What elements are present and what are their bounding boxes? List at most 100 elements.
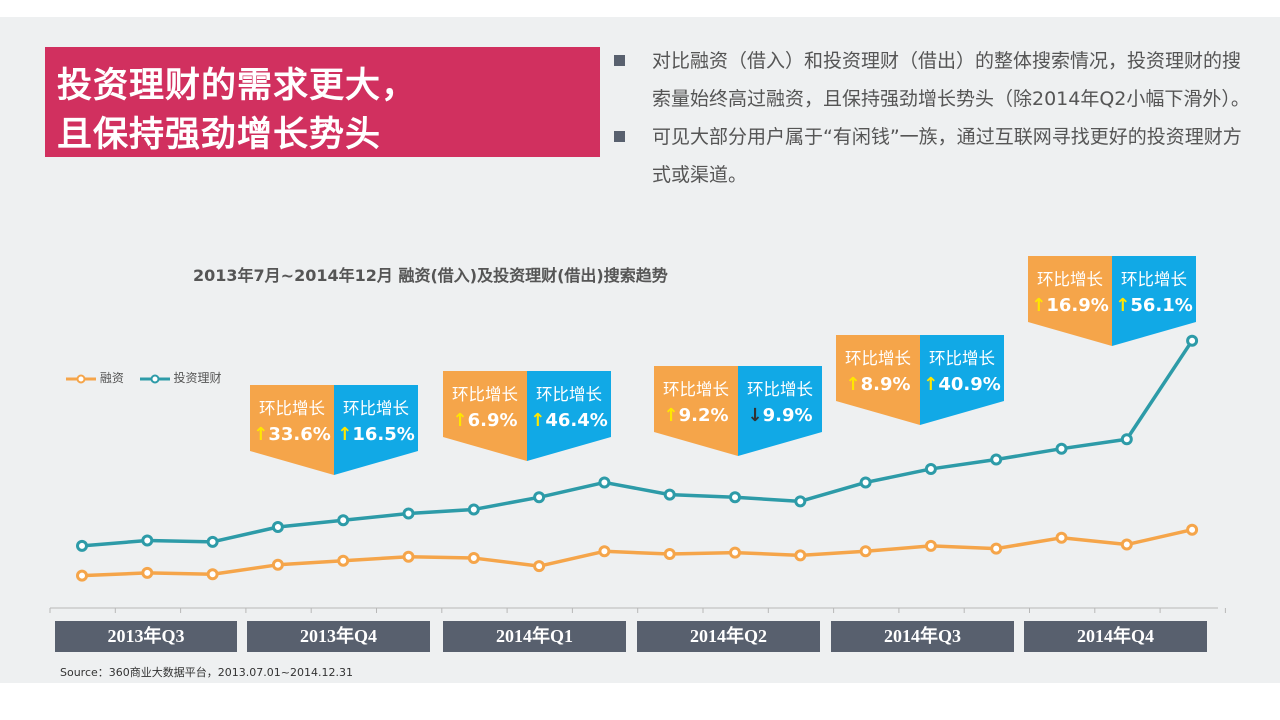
chart-title: 2013年7月~2014年12月 融资(借入)及投资理财(借出)搜索趋势 <box>193 266 668 285</box>
data-point <box>990 453 1003 466</box>
source-note: Source：360商业大数据平台，2013.07.01~2014.12.31 <box>60 666 353 679</box>
callout-percent: 40.9% <box>938 374 1001 395</box>
data-point <box>271 558 284 571</box>
data-point <box>1120 433 1133 446</box>
data-point <box>467 552 480 565</box>
data-point <box>1186 523 1199 536</box>
bullet-item: 对比融资（借入）和投资理财（借出）的整体搜索情况，投资理财的搜索量始终高过融资，… <box>614 42 1254 118</box>
callout-rongzi: 环比增长 ↑33.6% <box>250 385 334 475</box>
series-line-1 <box>81 339 1194 548</box>
data-point <box>141 534 154 547</box>
data-point <box>924 462 937 475</box>
quarter-label: 2014年Q1 <box>443 621 626 652</box>
callout-value: ↑8.9% <box>836 374 920 395</box>
callout-label: 环比增长 <box>1121 270 1187 289</box>
data-point <box>794 495 807 508</box>
series-line-0 <box>81 527 1193 578</box>
data-point <box>271 521 284 533</box>
callout-percent: 6.9% <box>467 410 518 431</box>
data-point <box>794 549 807 562</box>
data-point <box>1055 442 1068 455</box>
data-point <box>402 507 415 520</box>
arrow-up-icon: ↑ <box>663 405 679 426</box>
arrow-up-icon: ↑ <box>452 410 468 431</box>
arrow-up-icon: ↑ <box>1031 295 1047 316</box>
arrow-up-icon: ↑ <box>845 374 861 395</box>
quarter-label: 2014年Q3 <box>831 621 1014 652</box>
legend-label: 投资理财 <box>173 371 222 385</box>
data-point <box>1055 531 1068 544</box>
callout-licai: 环比增长 ↓9.9% <box>738 366 822 456</box>
arrow-up-icon: ↑ <box>530 410 546 431</box>
callout-percent: 8.9% <box>860 374 911 395</box>
data-point <box>598 545 611 558</box>
data-point <box>141 566 154 579</box>
arrow-up-icon: ↑ <box>923 374 939 395</box>
callout-label: 环比增长 <box>259 399 325 418</box>
callout-value: ↑16.9% <box>1028 295 1112 316</box>
callout-percent: 33.6% <box>268 424 331 445</box>
quarter-label: 2013年Q3 <box>55 621 237 652</box>
callout-value: ↑9.2% <box>654 405 738 426</box>
data-point <box>337 554 350 567</box>
data-point <box>729 546 741 559</box>
data-point <box>663 488 676 501</box>
callout-rongzi: 环比增长 ↑6.9% <box>443 371 527 461</box>
chart-legend: 融资 投资理财 <box>66 369 234 386</box>
data-point <box>1186 334 1199 347</box>
callout-licai: 环比增长 ↑46.4% <box>527 371 611 461</box>
callout-value: ↑46.4% <box>527 410 611 431</box>
data-point <box>337 514 350 527</box>
title-box: 投资理财的需求更大， 且保持强劲增长势头 <box>45 47 600 157</box>
data-point <box>1120 538 1133 551</box>
arrow-up-icon: ↑ <box>253 424 269 445</box>
legend-item-licai: 投资理财 <box>139 369 222 386</box>
quarter-label: 2014年Q2 <box>637 621 820 652</box>
callout-label: 环比增长 <box>452 385 518 404</box>
callout-value: ↑16.5% <box>334 424 418 445</box>
callout-percent: 56.1% <box>1130 295 1193 316</box>
callout-value: ↑6.9% <box>443 410 527 431</box>
data-point <box>402 550 415 563</box>
callout-percent: 16.9% <box>1046 295 1109 316</box>
data-point <box>533 491 546 504</box>
callout-licai: 环比增长 ↑16.5% <box>334 385 418 475</box>
title-line-2: 且保持强劲增长势头 <box>57 115 382 155</box>
callout-label: 环比增长 <box>536 385 602 404</box>
bullet-square-icon <box>614 55 625 66</box>
callout-value: ↑33.6% <box>250 424 334 445</box>
arrow-up-icon: ↑ <box>1115 295 1131 316</box>
legend-item-rongzi: 融资 <box>66 369 124 386</box>
callout-label: 环比增长 <box>663 380 729 399</box>
data-point <box>729 491 741 504</box>
callout-label: 环比增长 <box>929 349 995 368</box>
callout-label: 环比增长 <box>845 349 911 368</box>
data-point <box>924 539 937 552</box>
callout-label: 环比增长 <box>343 399 409 418</box>
callout-label: 环比增长 <box>747 380 813 399</box>
data-point <box>206 568 219 581</box>
callout-rongzi: 环比增长 ↑8.9% <box>836 335 920 425</box>
callout-value: ↑56.1% <box>1112 295 1196 316</box>
callout-value: ↓9.9% <box>738 405 822 426</box>
callout-percent: 46.4% <box>545 410 608 431</box>
quarter-label: 2014年Q4 <box>1024 621 1207 652</box>
data-point <box>467 503 480 516</box>
bullet-item: 可见大部分用户属于“有闲钱”一族，通过互联网寻找更好的投资理财方式或渠道。 <box>614 118 1254 194</box>
data-point <box>859 545 872 558</box>
callout-licai: 环比增长 ↑40.9% <box>920 335 1004 425</box>
callout-value: ↑40.9% <box>920 374 1004 395</box>
callout-percent: 9.2% <box>678 405 729 426</box>
data-point <box>76 569 88 582</box>
bullet-text: 对比融资（借入）和投资理财（借出）的整体搜索情况，投资理财的搜索量始终高过融资，… <box>652 50 1250 110</box>
bullet-square-icon <box>614 131 625 142</box>
legend-label: 融资 <box>99 371 124 385</box>
data-point <box>76 539 88 552</box>
arrow-down-icon: ↓ <box>747 405 763 426</box>
callout-percent: 9.9% <box>762 405 813 426</box>
callout-licai: 环比增长 ↑56.1% <box>1112 256 1196 346</box>
callout-percent: 16.5% <box>352 424 415 445</box>
data-point <box>663 548 676 560</box>
data-point <box>859 476 872 489</box>
